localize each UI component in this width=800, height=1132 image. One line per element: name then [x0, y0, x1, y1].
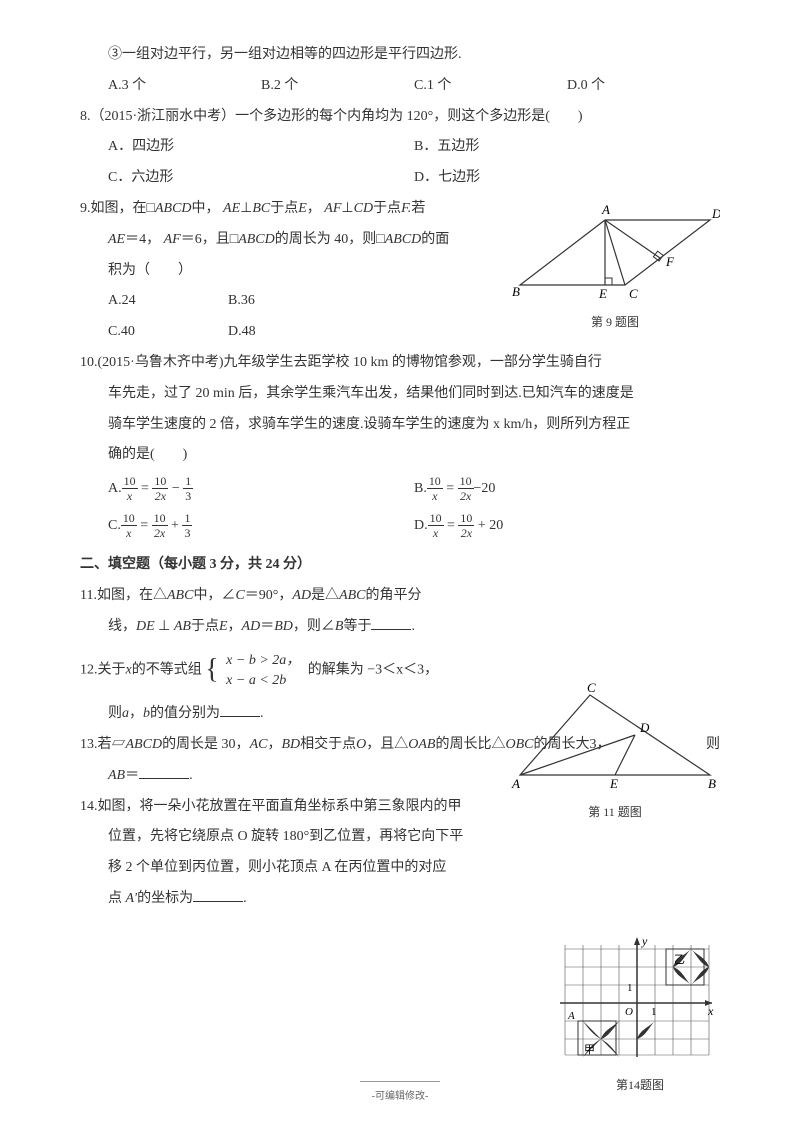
figure-q11-caption: 第 11 题图 [510, 805, 720, 819]
fig11-label-e: E [609, 776, 618, 790]
q7-opt-d: D.0 个 [567, 71, 720, 102]
q13-line1: 13.若▱ABCD的周长是 30，AC，BD相交于点O，且△OAB的周长比△OB… [80, 730, 720, 761]
q7-opt-c: C.1 个 [414, 71, 567, 102]
q10-opt-a: A.10x = 102x − 13 [108, 471, 414, 507]
q7-options: A.3 个 B.2 个 C.1 个 D.0 个 [80, 71, 720, 102]
q8-opt-c: C．六边形 [108, 163, 414, 194]
q9-opt-a: A.24 [108, 286, 228, 317]
q10-line2: 车先走，过了 20 min 后，其余学生乘汽车出发，结果他们同时到达.已知汽车的… [80, 379, 720, 410]
q10-line1: 10.(2015·乌鲁木齐中考)九年级学生去距学校 10 km 的博物馆参观，一… [80, 348, 720, 379]
figure-q14: A 甲 乙 O 1 1 x y 第14题图 [560, 935, 720, 1092]
q8-opt-d: D．七边形 [414, 163, 720, 194]
q10-opt-d: D.10x = 102x + 20 [414, 508, 720, 544]
fig11-label-c: C [587, 680, 596, 695]
q9-opt-b: B.36 [228, 286, 348, 317]
fig9-label-a: A [601, 202, 610, 217]
q10-opt-c: C.10x = 102x + 13 [108, 508, 414, 544]
fig14-label-x: x [707, 1004, 714, 1018]
fig14-label-yi: 乙 [674, 953, 685, 966]
q11-line1: 11.如图，在△ABC中，∠C＝90°，AD是△ABC的角平分 [80, 581, 720, 612]
figure-q9: A D B E C F 第 9 题图 [510, 200, 720, 329]
q10-line4: 确的是( ) [80, 440, 720, 471]
footer-text: -可编辑修改- [0, 1086, 800, 1108]
q8-options: A．四边形 B．五边形 C．六边形 D．七边形 [80, 132, 720, 194]
figure-q9-caption: 第 9 题图 [510, 315, 720, 329]
fig14-label-a: A [567, 1010, 575, 1022]
fig14-label-jia: 甲 [584, 1044, 595, 1056]
q10-options-row1: A.10x = 102x − 13 B.10x = 102x−20 [80, 471, 720, 507]
q14-line4: 点 A′的坐标为. [80, 884, 720, 915]
q14-blank [193, 888, 243, 902]
fig9-label-e: E [598, 286, 607, 300]
fig14-label-one-y: 1 [627, 982, 633, 994]
q7-statement-3: ③一组对边平行，另一组对边相等的四边形是平行四边形. [80, 40, 720, 71]
footer: -可编辑修改- [0, 1081, 800, 1108]
q13-blank [139, 765, 189, 779]
q7-opt-a: A.3 个 [108, 71, 261, 102]
fig11-label-a: A [511, 776, 520, 790]
q9-opt-d: D.48 [228, 317, 348, 348]
q10-opt-b: B.10x = 102x−20 [414, 471, 720, 507]
fig9-label-b: B [512, 284, 520, 299]
fig14-label-one: 1 [651, 1006, 657, 1018]
q11-blank [371, 616, 411, 630]
fig14-label-o: O [625, 1006, 633, 1018]
fig9-label-d: D [711, 206, 720, 221]
q8-opt-a: A．四边形 [108, 132, 414, 163]
q9-opt-c: C.40 [108, 317, 228, 348]
q10-options-row2: C.10x = 102x + 13 D.10x = 102x + 20 [80, 508, 720, 544]
fig9-label-f: F [665, 254, 675, 269]
q14-line2: 位置，先将它绕原点 O 旋转 180°到乙位置，再将它向下平 [80, 822, 720, 853]
q10-line3: 骑车学生速度的 2 倍，求骑车学生的速度.设骑车学生的速度为 x km/h，则所… [80, 410, 720, 441]
q14-line3: 移 2 个单位到丙位置，则小花顶点 A 在丙位置中的对应 [80, 853, 720, 884]
q11-line2: 线，DE ⊥ AB于点E，AD＝BD，则∠B等于. [80, 612, 720, 643]
q8-stem: 8.（2015·浙江丽水中考）一个多边形的每个内角均为 120°，则这个多边形是… [80, 102, 720, 133]
q7-opt-b: B.2 个 [261, 71, 414, 102]
q8-opt-b: B．五边形 [414, 132, 720, 163]
fig11-label-b: B [708, 776, 716, 790]
section-2-title: 二、填空题（每小题 3 分，共 24 分） [80, 550, 720, 581]
fig9-label-c: C [629, 286, 638, 300]
q12-blank [220, 703, 260, 717]
fig14-label-y: y [641, 935, 648, 948]
